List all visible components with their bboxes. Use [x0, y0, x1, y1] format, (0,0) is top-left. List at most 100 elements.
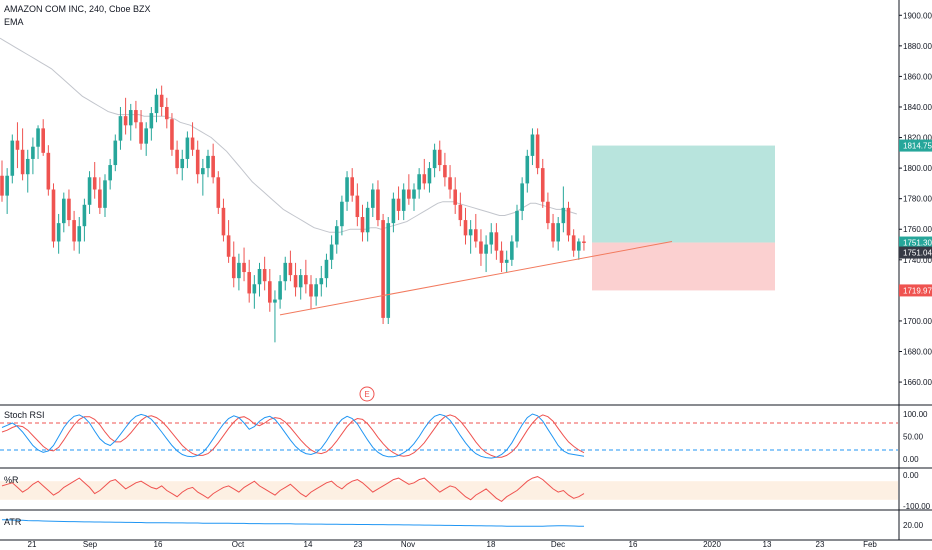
candle-body	[376, 189, 380, 221]
candle-body	[226, 235, 231, 257]
candle-body	[334, 226, 339, 245]
candle-body	[242, 262, 246, 273]
candle-body	[268, 281, 272, 303]
atr-tick-label-0: 20.00	[903, 521, 924, 530]
candle-body	[273, 299, 277, 303]
osc-tick-label-0-0: 100.00	[903, 410, 928, 419]
candle-body	[479, 241, 483, 254]
candle-body	[427, 168, 432, 184]
candles-layer	[0, 85, 586, 343]
candle-body	[10, 140, 15, 176]
earnings-marker-layer[interactable]: E	[359, 386, 375, 402]
axes-layer: 1900.001880.001860.001840.001820.001800.…	[28, 11, 932, 549]
candle-body	[540, 168, 545, 202]
candle-body	[474, 229, 478, 242]
trendline-layer[interactable]	[279, 240, 673, 316]
candle-body	[520, 183, 524, 211]
stoch-d-line	[1, 414, 585, 458]
candle-body	[546, 201, 550, 224]
candle-body	[396, 198, 401, 211]
x-tick-label-0: 21	[28, 540, 37, 549]
candle-body	[412, 189, 416, 199]
position-tool[interactable]	[592, 145, 775, 291]
ema-line	[0, 37, 577, 233]
candle-body	[98, 189, 102, 208]
candle-body	[170, 119, 174, 150]
candle-body	[365, 207, 370, 233]
candle-body	[401, 189, 406, 211]
candle-body	[329, 244, 334, 260]
candle-body	[103, 180, 107, 208]
osc-tick-label-0-1: 50.00	[903, 433, 924, 442]
candle-body	[561, 207, 566, 224]
candle-body	[0, 175, 4, 196]
candle-body	[237, 262, 241, 279]
atr-pane	[2, 519, 585, 527]
candle-body	[391, 198, 396, 224]
x-tick-label-12: 23	[816, 540, 825, 549]
ema-legend: EMA	[4, 17, 24, 27]
candle-body	[247, 272, 251, 294]
y-tick-label-2: 1860.00	[903, 72, 932, 81]
price-label-2: 1751.04	[903, 249, 932, 258]
osc-tick-label-1-1: -100.00	[903, 502, 931, 511]
x-tick-label-10: 2020	[703, 540, 721, 549]
candle-body	[298, 275, 303, 288]
candle-body	[443, 165, 447, 178]
candle-body	[278, 281, 282, 300]
williams-r-title: %R	[4, 475, 19, 485]
candle-body	[571, 235, 576, 251]
candle-body	[484, 244, 488, 254]
candle-body	[159, 94, 164, 107]
y-tick-label-11: 1680.00	[903, 348, 932, 357]
candle-body	[62, 198, 66, 224]
candle-body	[407, 189, 411, 199]
candle-body	[432, 149, 437, 169]
candle-body	[504, 259, 509, 263]
candle-body	[206, 155, 210, 169]
price-label-box-0	[899, 139, 932, 152]
candle-body	[525, 155, 530, 184]
candle-body	[92, 177, 97, 190]
profit-zone	[592, 145, 775, 243]
candle-body	[123, 116, 128, 126]
candle-body	[139, 122, 143, 144]
candle-body	[345, 177, 349, 202]
candle-body	[5, 175, 9, 196]
candle-body	[36, 128, 40, 147]
candle-body	[108, 165, 112, 181]
candle-body	[51, 189, 56, 242]
candle-body	[77, 226, 82, 242]
price-label-box-3	[899, 284, 932, 297]
candle-body	[180, 158, 185, 169]
candle-body	[371, 189, 375, 208]
osc-tick-label-1-0: 0.00	[903, 471, 919, 480]
candle-body	[118, 116, 123, 141]
candle-body	[293, 275, 298, 288]
y-tick-label-7: 1760.00	[903, 225, 932, 234]
candle-body	[252, 284, 257, 294]
candle-body	[304, 275, 308, 285]
y-tick-label-1: 1880.00	[903, 42, 932, 51]
candle-body	[31, 146, 35, 159]
price-label-1: 1751.30	[903, 239, 932, 248]
earnings-marker-circle	[359, 386, 375, 402]
candle-body	[195, 149, 200, 175]
candle-body	[87, 177, 92, 205]
candle-body	[185, 137, 190, 159]
x-tick-label-13: Feb	[863, 540, 877, 549]
candle-body	[535, 134, 540, 169]
candle-body	[41, 128, 45, 153]
candle-body	[468, 229, 473, 236]
x-tick-label-7: 18	[487, 540, 496, 549]
candle-body	[355, 195, 360, 218]
stoch-rsi-title: Stoch RSI	[4, 410, 45, 420]
candle-body	[175, 149, 179, 169]
candle-body	[530, 134, 535, 156]
candle-body	[288, 262, 293, 276]
candle-body	[221, 207, 226, 236]
y-tick-label-4: 1820.00	[903, 134, 932, 143]
candle-body	[56, 223, 61, 242]
y-tick-label-10: 1700.00	[903, 317, 932, 326]
